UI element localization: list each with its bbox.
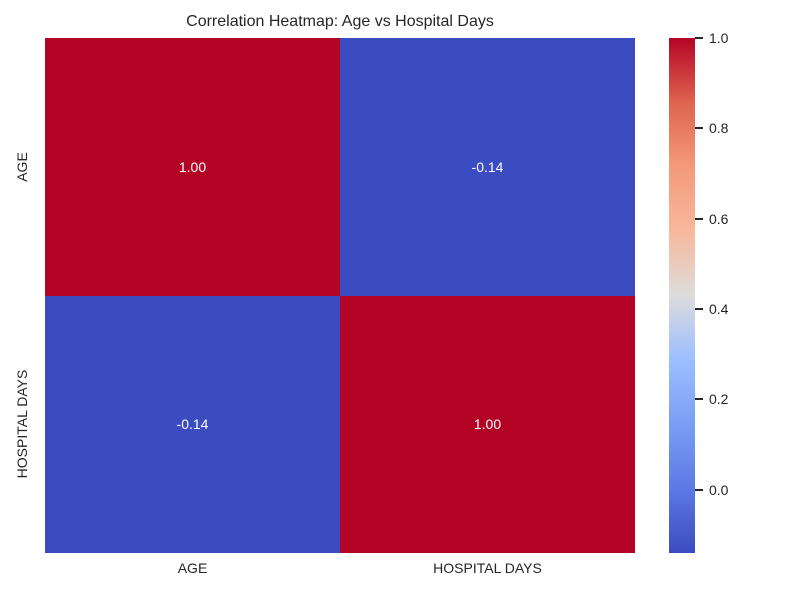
x-tick-label: HOSPITAL DAYS: [433, 560, 542, 576]
x-tick-label: AGE: [177, 560, 208, 576]
colorbar-tick-label: 0.6: [709, 210, 729, 227]
colorbar-tick-mark: [695, 488, 703, 491]
colorbar-tick-label: 0.0: [709, 481, 729, 498]
colorbar-tick-mark: [695, 37, 703, 39]
colorbar-tick-mark: [695, 398, 703, 401]
heatmap-grid: 1.00 -0.14 -0.14 1.00: [45, 38, 635, 553]
cell-value: 1.00: [178, 158, 207, 175]
colorbar-tick-mark: [695, 127, 703, 130]
heatmap-cell: -0.14: [45, 295, 340, 553]
y-tick-label: AGE: [14, 151, 30, 182]
heatmap-cell: 1.00: [45, 38, 340, 296]
heatmap-cell: 1.00: [340, 295, 635, 553]
colorbar-tick-label: 1.0: [709, 30, 729, 46]
chart-title: Correlation Heatmap: Age vs Hospital Day…: [186, 13, 494, 30]
colorbar-tick-mark: [695, 308, 703, 311]
colorbar-tick-label: 0.4: [709, 301, 729, 318]
colorbar: [669, 38, 695, 553]
colorbar-tick-mark: [695, 217, 703, 220]
cell-value: -0.14: [471, 158, 504, 175]
cell-value: -0.14: [176, 416, 209, 433]
y-tick-label: HOSPITAL DAYS: [14, 369, 30, 479]
colorbar-tick-label: 0.8: [709, 120, 729, 137]
heatmap-cell: -0.14: [340, 38, 635, 296]
cell-value: 1.00: [473, 416, 502, 433]
colorbar-tick-label: 0.2: [709, 391, 729, 408]
